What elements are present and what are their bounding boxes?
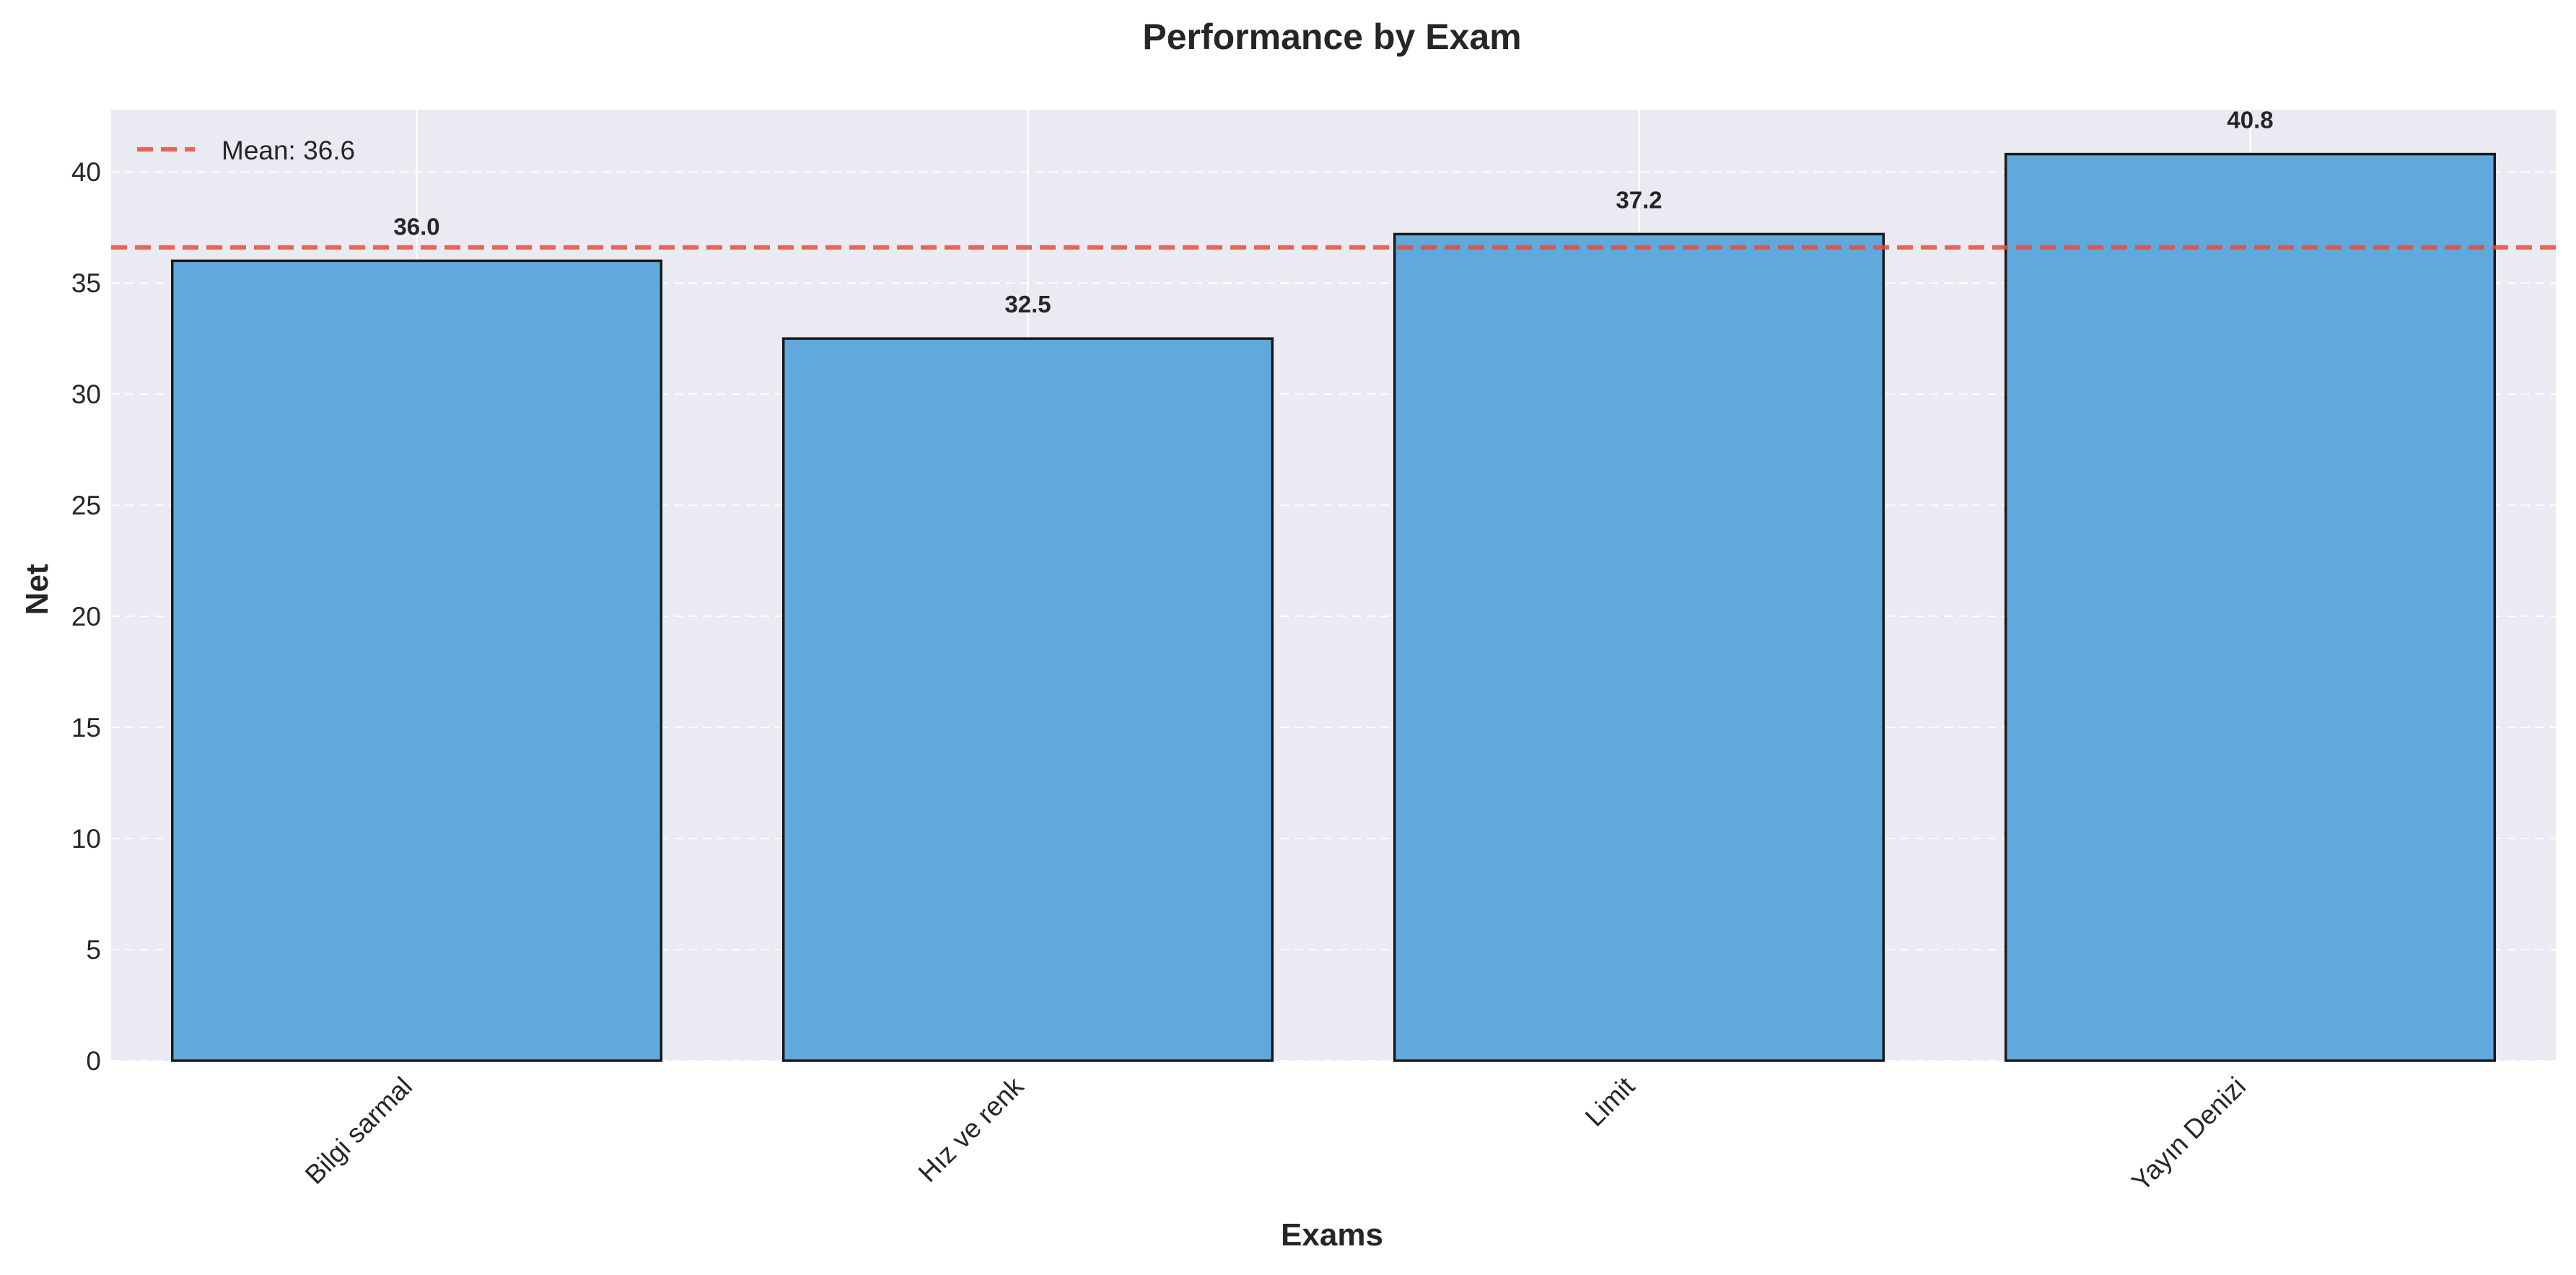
bar-value-label: 36.0	[393, 213, 439, 240]
bars	[170, 152, 2497, 1062]
y-tick-label: 15	[71, 713, 101, 742]
bar-value-label: 37.2	[1616, 186, 1662, 213]
y-axis-ticks: 0 5 10 15 20 25 30 35 40	[71, 157, 101, 1076]
x-tick-label: Yayın Denizi	[2126, 1072, 2251, 1197]
legend-mean-label: Mean: 36.6	[222, 136, 355, 165]
y-tick-label: 40	[71, 157, 101, 187]
y-tick-label: 35	[71, 268, 101, 298]
y-tick-label: 5	[86, 935, 101, 965]
bar	[2004, 152, 2497, 1062]
bar	[781, 337, 1274, 1062]
legend: Mean: 36.6	[137, 136, 355, 165]
data-labels: 36.0 32.5 37.2 40.8	[393, 107, 2273, 318]
bar	[170, 259, 663, 1062]
y-tick-label: 30	[71, 380, 101, 409]
bar-value-label: 32.5	[1004, 291, 1051, 317]
bar-value-label: 40.8	[2227, 107, 2273, 133]
chart-title: Performance by Exam	[1142, 17, 1521, 57]
x-axis-ticks: Bilgi sarmal Hız ve renk Limit Yayın Denizi	[299, 1071, 2251, 1196]
y-tick-label: 20	[71, 602, 101, 631]
x-axis-label: Exams	[1281, 1217, 1383, 1253]
x-tick-label: Bilgi sarmal	[299, 1072, 418, 1190]
bar	[1393, 232, 1885, 1062]
x-tick-label: Hız ve renk	[913, 1071, 1030, 1188]
y-tick-label: 25	[71, 491, 101, 520]
x-tick-label: Limit	[1580, 1071, 1641, 1132]
y-axis-label: Net	[19, 564, 55, 615]
y-tick-label: 0	[86, 1046, 101, 1076]
y-tick-label: 10	[71, 824, 101, 854]
